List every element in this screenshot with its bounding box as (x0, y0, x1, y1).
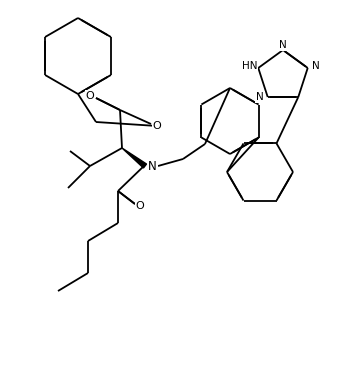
Polygon shape (122, 148, 147, 168)
Text: O: O (153, 121, 161, 131)
Text: O: O (86, 91, 94, 101)
Text: O: O (136, 201, 145, 211)
Text: N: N (148, 160, 156, 172)
Text: N: N (279, 40, 287, 50)
Text: N: N (312, 61, 320, 71)
Text: N: N (256, 92, 263, 102)
Text: HN: HN (241, 61, 257, 71)
